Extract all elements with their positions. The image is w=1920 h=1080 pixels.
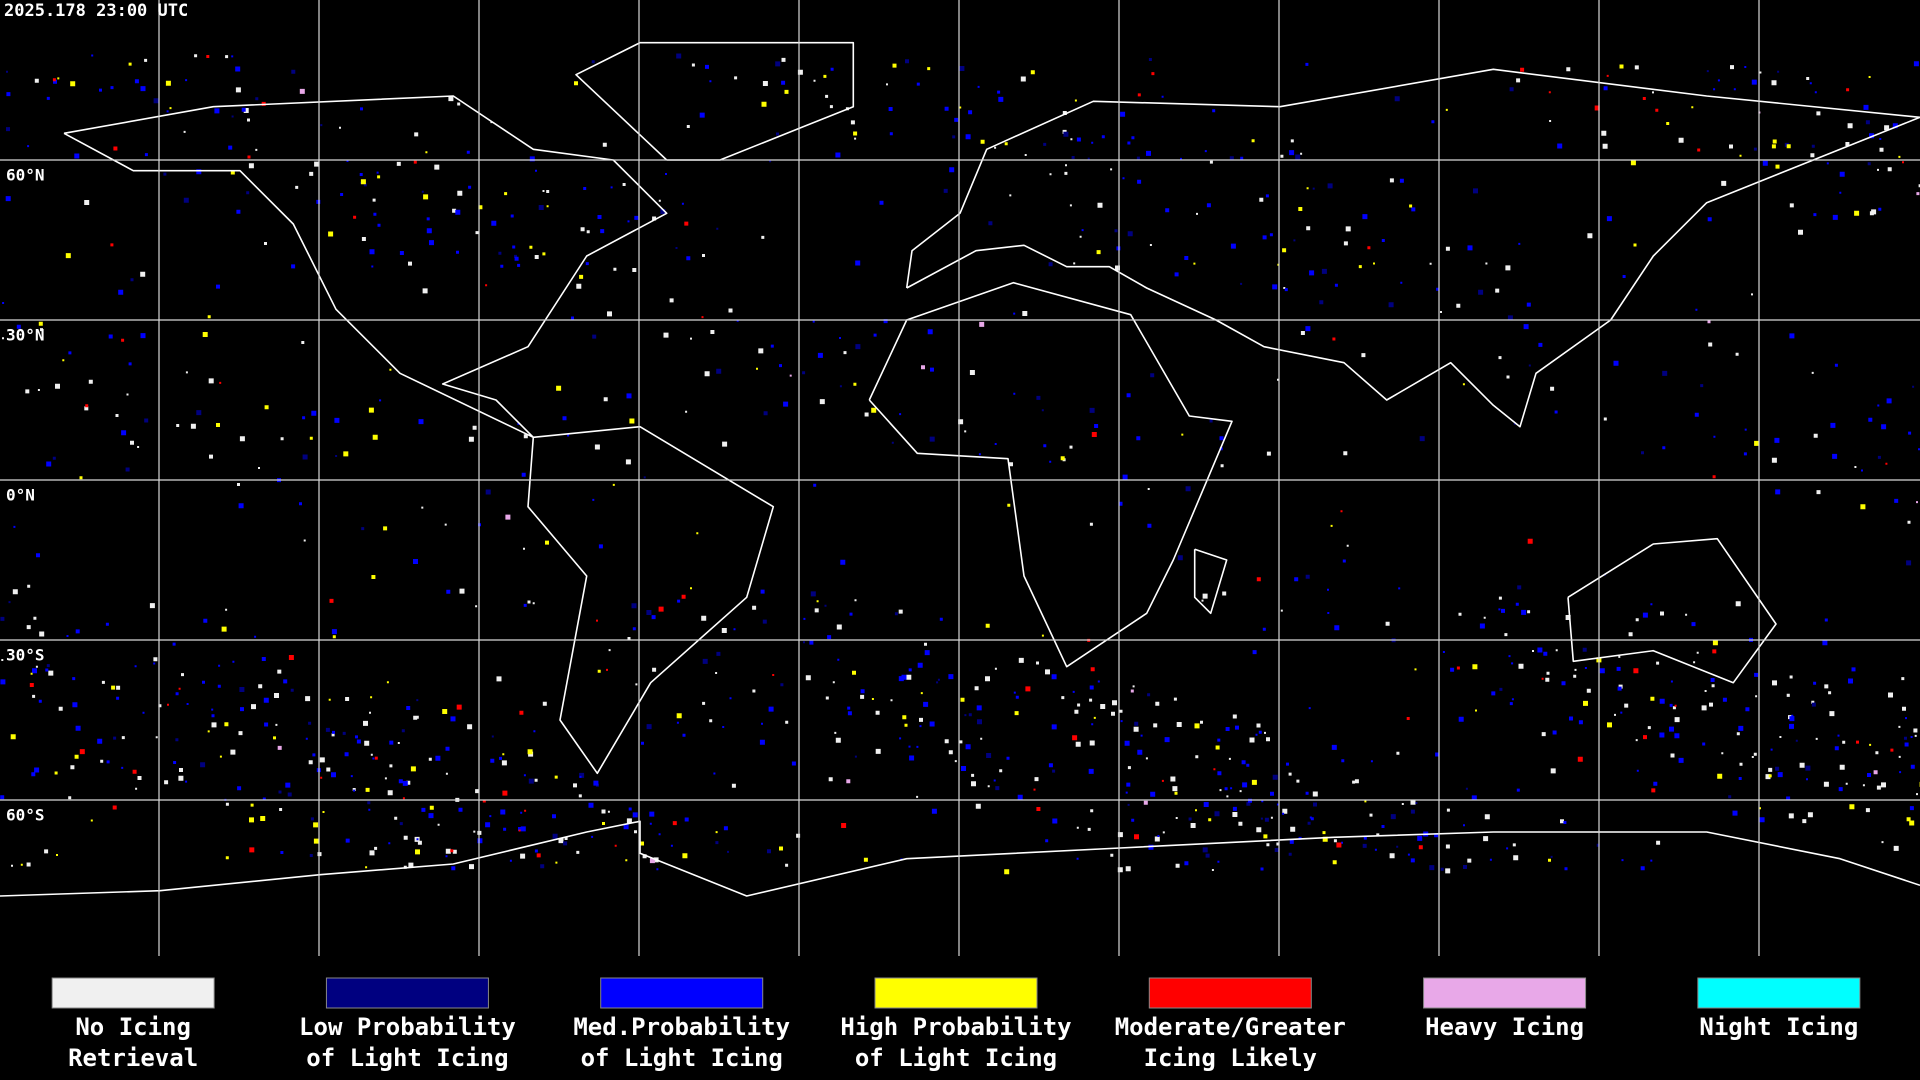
legend-swatch [1148, 977, 1312, 1009]
legend-label: High Probability [840, 1013, 1071, 1041]
legend-swatch [874, 977, 1038, 1009]
legend-label: Retrieval [68, 1044, 198, 1072]
lat-label: 60°S [6, 806, 45, 825]
timestamp: 2025.178 23:00 UTC [4, 1, 188, 21]
legend-label: Med.Probability [573, 1013, 790, 1041]
coastline [63, 95, 668, 439]
legend-swatch [1697, 977, 1861, 1009]
graticule [0, 0, 1920, 956]
legend-label: of Light Icing [855, 1044, 1057, 1072]
coastline [868, 281, 1233, 668]
legend-swatch [51, 977, 215, 1009]
coastline [527, 425, 775, 775]
legend-swatch [1423, 977, 1587, 1009]
legend-label: Moderate/Greater [1115, 1013, 1346, 1041]
legend-label: of Light Icing [306, 1044, 508, 1072]
legend-label: No Icing [75, 1013, 191, 1041]
lat-label: 60°N [6, 166, 45, 185]
coastline [0, 820, 1920, 897]
legend: No Icing Retrieval Low Probability of Light… [51, 977, 1861, 1072]
legend-label: of Light Icing [581, 1044, 783, 1072]
lat-labels: 60°N 30°N 0°N 30°S 60°S [6, 166, 45, 825]
legend-label: Night Icing [1699, 1013, 1858, 1041]
lat-label: 0°N [6, 486, 35, 505]
lat-label: 30°S [6, 646, 45, 665]
legend-swatch [325, 977, 489, 1009]
legend-swatch [600, 977, 764, 1009]
lat-label: 30°N [6, 326, 45, 345]
coastline [1193, 548, 1228, 615]
coastline [1567, 537, 1777, 684]
legend-label: Heavy Icing [1425, 1013, 1584, 1041]
coastline [905, 68, 1920, 428]
legend-label: Icing Likely [1144, 1044, 1317, 1072]
coastlines [0, 41, 1920, 897]
legend-label: Low Probability [299, 1013, 516, 1041]
